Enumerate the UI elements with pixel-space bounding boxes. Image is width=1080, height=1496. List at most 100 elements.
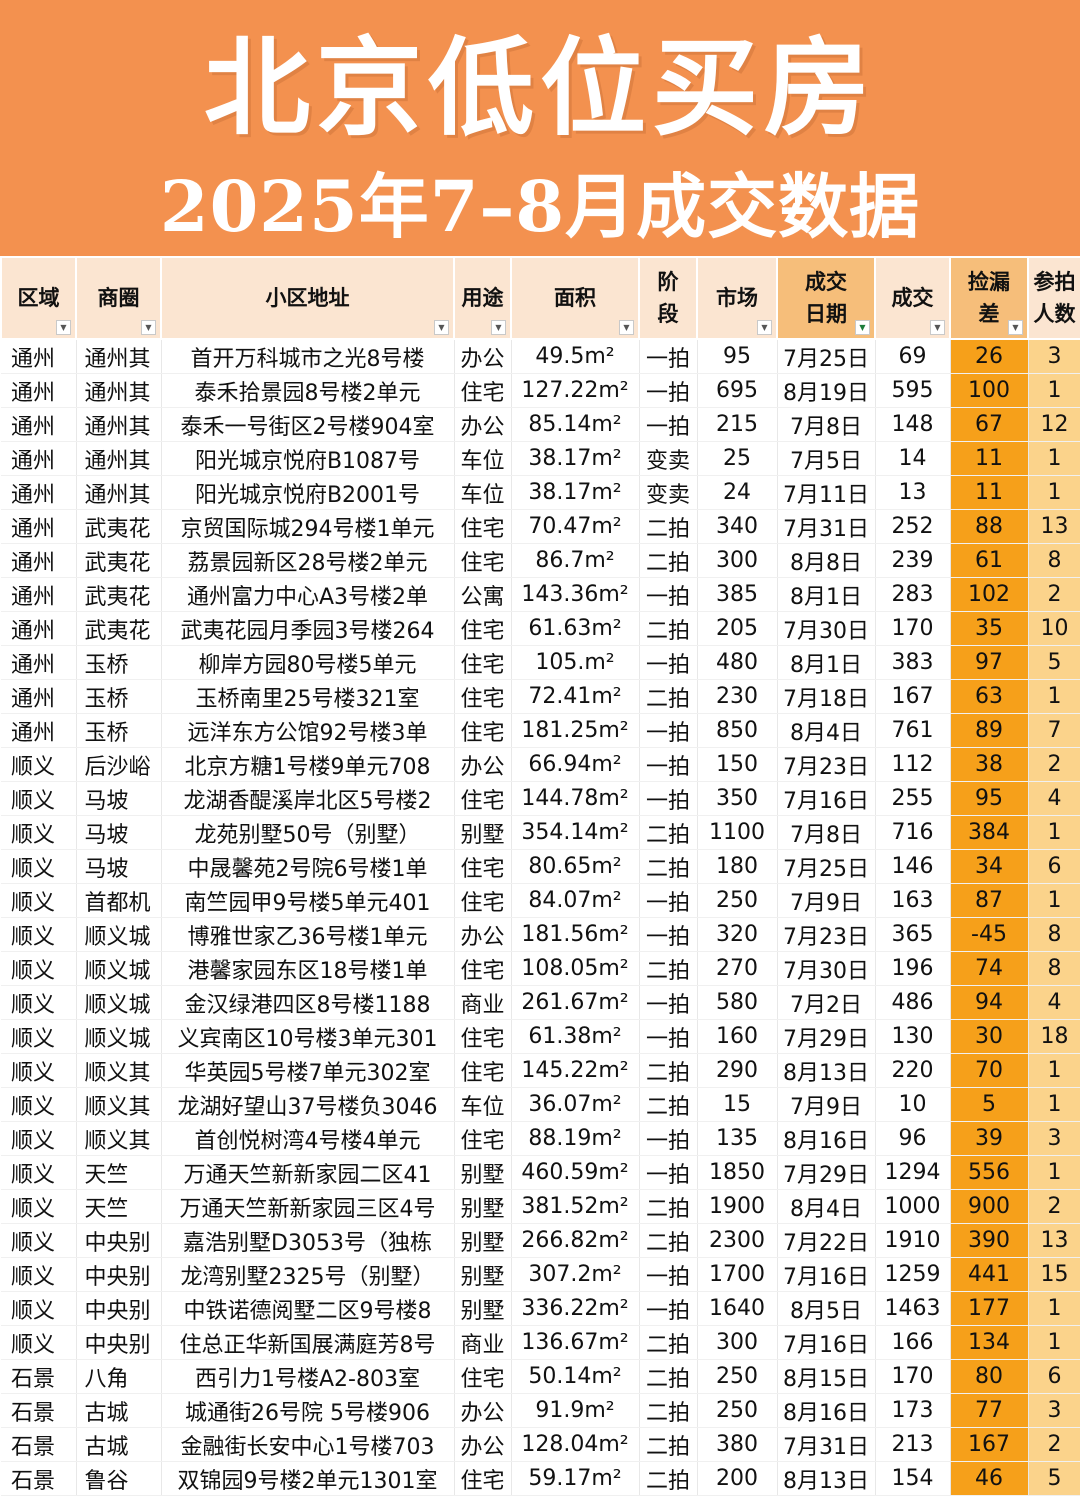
filter-arrow-icon[interactable]: ▼ — [757, 320, 772, 335]
cell-deal-date: 7月9日 — [777, 883, 876, 918]
cell-district: 顺义 — [1, 815, 77, 850]
cell-bidders: 7 — [1028, 713, 1080, 748]
cell-market-price: 180 — [697, 849, 778, 884]
cell-bargain-diff: 390 — [950, 1223, 1029, 1258]
table-row: 顺义 顺义其 龙湖好望山37号楼负3046 车位 36.07m² 二拍 15 7月9日 10 5 1 — [1, 1087, 1080, 1122]
table-row: 通州 通州其 阳光城京悦府B1087号 车位 38.17m² 变卖 25 7月5日 14 11 1 — [1, 441, 1080, 476]
cell-address: 城通街26号院 5号楼906 — [161, 1393, 455, 1428]
cell-area: 105.m² — [511, 645, 640, 680]
filter-arrow-icon[interactable]: ▼ — [434, 320, 449, 335]
cell-bargain-diff: 70 — [950, 1053, 1029, 1088]
cell-area: 128.04m² — [511, 1427, 640, 1462]
cell-district: 通州 — [1, 679, 77, 714]
cell-bidders: 2 — [1028, 577, 1080, 612]
cell-stage: 一拍 — [639, 713, 698, 748]
cell-deal-date: 7月29日 — [777, 1019, 876, 1054]
filter-arrow-icon[interactable]: ▼ — [56, 320, 71, 335]
cell-bidders: 8 — [1028, 543, 1080, 578]
cell-market-price: 230 — [697, 679, 778, 714]
cell-area: 460.59m² — [511, 1155, 640, 1190]
cell-bargain-diff: 5 — [950, 1087, 1029, 1122]
cell-deal-price: 130 — [875, 1019, 951, 1054]
table-row: 通州 通州其 首开万科城市之光8号楼 办公 49.5m² 一拍 95 7月25日 69 26 3 — [1, 339, 1080, 374]
cell-usage: 公寓 — [454, 577, 512, 612]
cell-address: 中铁诺德阅墅二区9号楼8 — [161, 1291, 455, 1326]
cell-deal-date: 7月5日 — [777, 441, 876, 476]
cell-deal-price: 1294 — [875, 1155, 951, 1190]
header-market-price[interactable]: 市场 ▼ — [696, 256, 778, 340]
cell-bidders: 1 — [1028, 1325, 1080, 1360]
filter-arrow-icon[interactable]: ▼ — [1008, 320, 1023, 335]
cell-deal-date: 7月8日 — [777, 815, 876, 850]
header-business-area[interactable]: 商圈 ▼ — [75, 256, 162, 340]
header-stage[interactable]: 阶段 — [638, 256, 698, 340]
cell-bargain-diff: 556 — [950, 1155, 1029, 1190]
header-deal-price[interactable]: 成交 ▼ — [874, 256, 951, 340]
cell-deal-date: 7月8日 — [777, 407, 876, 442]
cell-address: 远洋东方公馆92号楼3单 — [161, 713, 455, 748]
filter-arrow-icon[interactable]: ▼ — [491, 320, 506, 335]
header-usage[interactable]: 用途 ▼ — [453, 256, 512, 340]
cell-usage: 车位 — [454, 475, 512, 510]
cell-bargain-diff: 95 — [950, 781, 1029, 816]
cell-stage: 二拍 — [639, 543, 698, 578]
cell-bidders: 8 — [1028, 917, 1080, 952]
cell-business-area: 通州其 — [76, 373, 162, 408]
table-row: 通州 武夷花 荔景园新区28号楼2单元 住宅 86.7m² 二拍 300 8月8日 239 61 8 — [1, 543, 1080, 578]
filter-arrow-icon[interactable]: ▼ — [141, 320, 156, 335]
table-row: 顺义 马坡 中晟馨苑2号院6号楼1单 住宅 80.65m² 二拍 180 7月25日 146 34… — [1, 849, 1080, 884]
table-row: 顺义 首都机 南竺园甲9号楼5单元401 住宅 84.07m² 一拍 250 7月9日 163 8… — [1, 883, 1080, 918]
cell-market-price: 380 — [697, 1427, 778, 1462]
filter-arrow-icon[interactable]: ▼ — [619, 320, 634, 335]
cell-stage: 二拍 — [639, 1427, 698, 1462]
cell-area: 38.17m² — [511, 475, 640, 510]
cell-deal-date: 7月22日 — [777, 1223, 876, 1258]
cell-deal-date: 8月4日 — [777, 1189, 876, 1224]
header-bidders[interactable]: 参拍 人数 — [1027, 256, 1080, 340]
cell-bidders: 18 — [1028, 1019, 1080, 1054]
cell-area: 66.94m² — [511, 747, 640, 782]
cell-area: 108.05m² — [511, 951, 640, 986]
cell-usage: 住宅 — [454, 543, 512, 578]
cell-bidders: 1 — [1028, 815, 1080, 850]
cell-deal-price: 166 — [875, 1325, 951, 1360]
cell-deal-date: 7月25日 — [777, 849, 876, 884]
cell-stage: 一拍 — [639, 781, 698, 816]
cell-deal-date: 7月23日 — [777, 747, 876, 782]
cell-business-area: 通州其 — [76, 339, 162, 374]
header-bargain-diff[interactable]: 捡漏差 ▼ — [949, 256, 1029, 340]
cell-usage: 别墅 — [454, 1257, 512, 1292]
cell-deal-price: 163 — [875, 883, 951, 918]
filter-active-icon[interactable]: ▼ — [855, 320, 870, 335]
cell-stage: 一拍 — [639, 1121, 698, 1156]
cell-usage: 住宅 — [454, 509, 512, 544]
table-row: 通州 武夷花 通州富力中心A3号楼2单 公寓 143.36m² 一拍 385 8月1日 283 1… — [1, 577, 1080, 612]
header-address[interactable]: 小区地址 ▼ — [160, 256, 455, 340]
cell-business-area: 马坡 — [76, 815, 162, 850]
header-area[interactable]: 面积 ▼ — [510, 256, 640, 340]
cell-stage: 一拍 — [639, 747, 698, 782]
main-title: 北京低位买房 — [204, 25, 876, 150]
cell-stage: 一拍 — [639, 985, 698, 1020]
cell-address: 通州富力中心A3号楼2单 — [161, 577, 455, 612]
cell-stage: 二拍 — [639, 1087, 698, 1122]
cell-bidders: 13 — [1028, 1223, 1080, 1258]
cell-market-price: 1900 — [697, 1189, 778, 1224]
cell-bargain-diff: 97 — [950, 645, 1029, 680]
cell-market-price: 135 — [697, 1121, 778, 1156]
table-row: 顺义 顺义城 金汉绿港四区8号楼1188 商业 261.67m² 一拍 580 7月2日 486… — [1, 985, 1080, 1020]
cell-address: 金汉绿港四区8号楼1188 — [161, 985, 455, 1020]
cell-business-area: 顺义城 — [76, 951, 162, 986]
cell-deal-date: 8月16日 — [777, 1393, 876, 1428]
cell-deal-price: 96 — [875, 1121, 951, 1156]
table-row: 通州 玉桥 柳岸方园80号楼5单元 住宅 105.m² 一拍 480 8月1日 383 97 5 — [1, 645, 1080, 680]
cell-stage: 一拍 — [639, 407, 698, 442]
cell-address: 柳岸方园80号楼5单元 — [161, 645, 455, 680]
filter-arrow-icon[interactable]: ▼ — [930, 320, 945, 335]
header-district[interactable]: 区域 ▼ — [0, 256, 77, 340]
header-label: 成交 — [891, 286, 934, 310]
cell-district: 顺义 — [1, 1257, 77, 1292]
header-deal-date[interactable]: 成交 日期 ▼ — [776, 256, 876, 340]
table-row: 顺义 天竺 万通天竺新新家园二区41 别墅 460.59m² 一拍 1850 7月29日 129… — [1, 1155, 1080, 1190]
cell-stage: 二拍 — [639, 1461, 698, 1496]
